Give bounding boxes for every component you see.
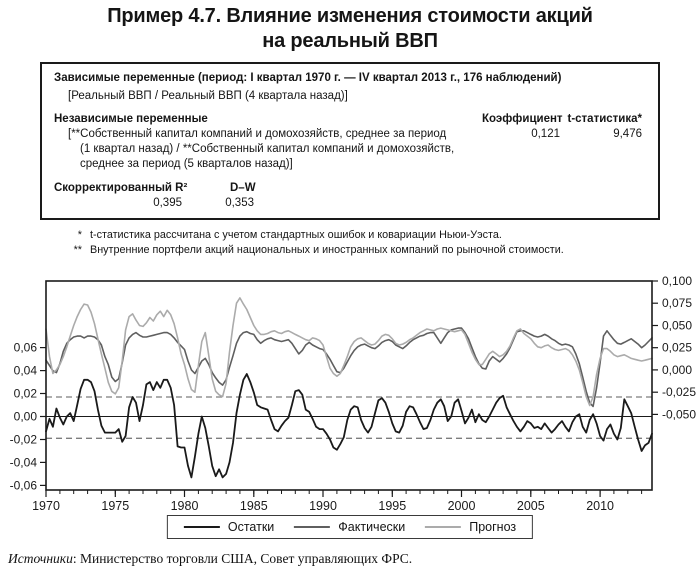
- dw-label: D–W: [230, 182, 256, 194]
- x-axis-year-label: 1985: [240, 499, 268, 513]
- independent-variable-line3: среднее за период (5 кварталов назад)]: [80, 158, 293, 170]
- regression-residuals-chart: 0,06 0,04 0,02 0,00 -0,02 -0,04 -0,06 0,100 0,07…: [10, 274, 697, 513]
- coefficient-column-header: Коэффициент: [482, 113, 563, 125]
- left-axis-tick-label: -0,02: [10, 433, 38, 447]
- right-axis-tick-label: 0,050: [662, 319, 692, 333]
- series-line-Остатки: [45, 373, 653, 479]
- stats-labels-row: Скорректированный R² D–W: [54, 181, 648, 196]
- tstat-column-header: t-статистика*: [567, 113, 642, 125]
- right-axis-tick-label: -0,025: [662, 385, 696, 399]
- x-axis-year-label: 2005: [517, 499, 545, 513]
- page-title-line1: Пример 4.7. Влияние изменения стоимости …: [107, 5, 593, 27]
- left-axis-tick-label: -0,04: [10, 455, 38, 469]
- footnote-2-text: Внутренние портфели акций национальных и…: [90, 244, 564, 256]
- forecast-line-sample: [425, 526, 462, 528]
- stats-values-row: 0,395 0,353: [54, 196, 648, 211]
- footnote-1: * t-статистика рассчитана с учетом станд…: [62, 228, 662, 243]
- right-axis-tick-label: 0,075: [662, 296, 692, 310]
- source-label: Источники: [8, 551, 73, 566]
- footnote-2-marker: **: [73, 244, 82, 256]
- right-axis-tick-label: 0,025: [662, 341, 692, 355]
- dependent-variable-formula: [Реальный ВВП / Реальный ВВП (4 квартала…: [68, 90, 348, 102]
- independent-variables-header: Независимые переменные: [54, 113, 208, 125]
- coefficient-value: 0,121: [531, 128, 560, 140]
- left-axis-tick-label: 0,04: [14, 364, 38, 378]
- residuals-legend-label: Остатки: [227, 520, 275, 534]
- residuals-line-sample: [183, 526, 220, 528]
- right-axis-tick-label: -0,050: [662, 407, 696, 421]
- right-axis-tick-label: 0,000: [662, 363, 692, 377]
- chart-legend: Остатки Фактически Прогноз: [166, 515, 534, 539]
- left-axis-tick-label: 0,02: [14, 387, 38, 401]
- footnote-1-text: t-статистика рассчитана с учетом стандар…: [90, 229, 502, 241]
- series-line-Прогноз: [45, 297, 653, 407]
- dw-value: 0,353: [225, 197, 254, 209]
- x-axis-year-label: 1990: [309, 499, 337, 513]
- tstat-value: 9,476: [613, 128, 642, 140]
- legend-item-actual: Фактически: [294, 520, 405, 534]
- forecast-legend-label: Прогноз: [469, 520, 517, 534]
- left-axis-tick-label: -0,06: [10, 478, 38, 492]
- left-axis-tick-label: 0,00: [14, 410, 38, 424]
- series-line-Фактически: [45, 327, 653, 408]
- footnote-2: ** Внутренние портфели акций национальны…: [62, 243, 662, 258]
- dependent-variables-header: Зависимые переменные (период: I квартал …: [54, 72, 562, 84]
- x-axis-year-label: 2000: [448, 499, 476, 513]
- independent-header-row: Независимые переменные Коэффициент t-ста…: [54, 112, 648, 127]
- left-axis-tick-label: 0,06: [14, 341, 38, 355]
- x-axis-year-label: 1970: [32, 499, 60, 513]
- r2-value: 0,395: [153, 197, 182, 209]
- x-axis-year-label: 2010: [586, 499, 614, 513]
- independent-variable-line1: [**Собственный капитал компаний и домохо…: [68, 128, 447, 140]
- x-axis-year-label: 1975: [101, 499, 129, 513]
- page-title-line2: на реальный ВВП: [262, 30, 438, 52]
- legend-item-residuals: Остатки: [183, 520, 275, 534]
- legend-item-forecast: Прогноз: [425, 520, 516, 534]
- source-line: Источники: Министерство торговли США, Со…: [8, 551, 412, 567]
- footnotes: * t-статистика рассчитана с учетом станд…: [62, 228, 662, 258]
- plot-frame: [45, 280, 653, 491]
- x-axis-year-label: 1980: [171, 499, 199, 513]
- page-title: Пример 4.7. Влияние изменения стоимости …: [0, 4, 700, 54]
- independent-variable-line2: (1 квартал назад) / **Собственный капита…: [80, 143, 455, 155]
- right-axis-tick-label: 0,100: [662, 274, 692, 288]
- actual-legend-label: Фактически: [338, 520, 406, 534]
- r2-label: Скорректированный R²: [54, 182, 188, 194]
- footnote-1-marker: *: [77, 229, 82, 241]
- source-text: : Министерство торговли США, Совет управ…: [72, 551, 413, 566]
- x-axis-year-label: 1995: [378, 499, 406, 513]
- regression-summary-box: Зависимые переменные (период: I квартал …: [40, 62, 660, 220]
- independent-variable-row: [**Собственный капитал компаний и домохо…: [54, 127, 648, 142]
- actual-line-sample: [294, 526, 331, 528]
